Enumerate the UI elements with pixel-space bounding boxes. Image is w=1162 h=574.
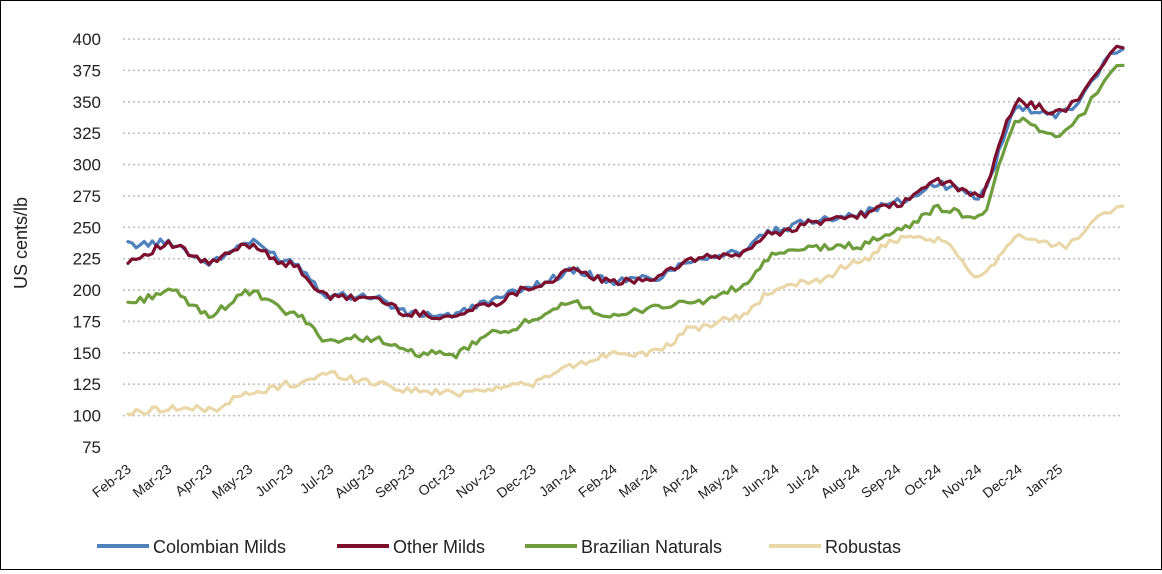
- y-tick-label: 125: [73, 375, 101, 394]
- x-tick-label: May-23: [209, 461, 256, 502]
- x-tick-label: Feb-23: [89, 461, 134, 501]
- x-tick-label: Dec-24: [979, 461, 1025, 502]
- x-tick-label: Jul-24: [782, 461, 822, 497]
- x-tick-label: Dec-23: [493, 461, 539, 502]
- x-tick-label: Mar-23: [130, 461, 175, 501]
- x-tick-label: Aug-24: [817, 461, 863, 502]
- y-axis-label: US cents/lb: [11, 197, 31, 289]
- series-line-other-milds: [126, 44, 1125, 321]
- x-tick-label: Oct-23: [415, 461, 458, 500]
- y-tick-label: 250: [73, 218, 101, 237]
- y-tick-label: 100: [73, 407, 101, 426]
- y-tick-label: 325: [73, 124, 101, 143]
- y-tick-label: 75: [82, 438, 101, 457]
- series-line-colombian-milds: [126, 47, 1125, 319]
- x-tick-label: Nov-23: [453, 461, 499, 502]
- legend-label: Robustas: [825, 537, 901, 557]
- x-tick-label: May-24: [695, 461, 742, 502]
- x-tick-label: Oct-24: [901, 461, 944, 500]
- x-tick-label: Nov-24: [939, 461, 985, 502]
- x-tick-label: Mar-24: [616, 461, 661, 501]
- y-tick-label: 300: [73, 156, 101, 175]
- legend-label: Brazilian Naturals: [581, 537, 722, 557]
- y-tick-label: 175: [73, 312, 101, 331]
- y-tick-label: 350: [73, 93, 101, 112]
- series-line-robustas: [126, 204, 1125, 417]
- legend-label: Colombian Milds: [153, 537, 286, 557]
- x-tick-label: Apr-24: [658, 461, 701, 500]
- series-line-brazilian-naturals: [126, 63, 1125, 360]
- legend: Colombian Milds Other Milds Brazilian Natu…: [97, 537, 901, 557]
- legend-label: Other Milds: [393, 537, 485, 557]
- x-tick-label: Sep-24: [858, 461, 904, 502]
- x-tick-label: Jan-24: [536, 461, 580, 500]
- y-tick-label: 400: [73, 30, 101, 49]
- series-lines: [126, 44, 1125, 417]
- x-tick-label: Jan-25: [1022, 461, 1066, 500]
- x-tick-label: Sep-23: [372, 461, 418, 502]
- y-tick-label: 375: [73, 61, 101, 80]
- gridlines: [123, 38, 1123, 417]
- y-tick-label: 200: [73, 281, 101, 300]
- x-tick-label: Jun-23: [252, 461, 296, 500]
- x-tick-label: Feb-24: [575, 461, 620, 501]
- x-tick-label: Jul-23: [296, 461, 336, 497]
- y-axis-ticks: 75 100 125 150 175 200 225 250 275 300 325 350 375 40…: [73, 30, 101, 457]
- x-tick-label: Aug-23: [331, 461, 377, 502]
- x-tick-label: Jun-24: [738, 461, 782, 500]
- x-tick-label: Apr-23: [172, 461, 215, 500]
- y-tick-label: 225: [73, 250, 101, 269]
- y-tick-label: 275: [73, 187, 101, 206]
- y-tick-label: 150: [73, 344, 101, 363]
